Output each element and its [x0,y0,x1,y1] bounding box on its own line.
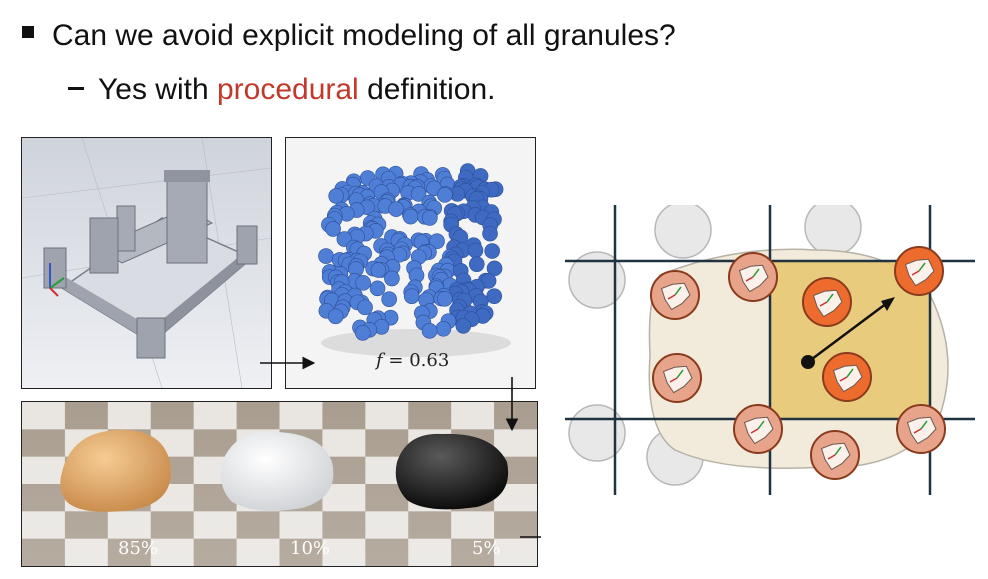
amber-rock [60,429,171,512]
rock-materials-image [21,401,538,567]
percent-label-2: 10% [290,538,331,559]
bullet-1: Can we avoid explicit modeling of all gr… [22,16,676,56]
percent-label-3: 5% [472,538,501,559]
bullet-2: Yes with procedural definition. [68,70,496,110]
bullet-2-prefix: Yes with [98,73,217,106]
fill-fraction-label: f = 0.63 [376,350,449,371]
dash-icon [68,87,84,90]
bullet-2-highlight: procedural [216,73,359,106]
white-rock [220,431,334,511]
sphere-packing-image [285,137,536,389]
bullet-square-icon [22,26,34,38]
bullet-1-text: Can we avoid explicit modeling of all gr… [52,19,676,52]
procedural-grid-diagram [565,198,975,495]
black-rock [395,433,509,510]
castle-render-image [21,137,272,389]
fill-fraction-value: = 0.63 [388,350,450,371]
fill-fraction-var: f [376,350,383,371]
bullet-2-suffix: definition. [358,73,496,106]
percent-label-1: 85% [118,538,159,559]
